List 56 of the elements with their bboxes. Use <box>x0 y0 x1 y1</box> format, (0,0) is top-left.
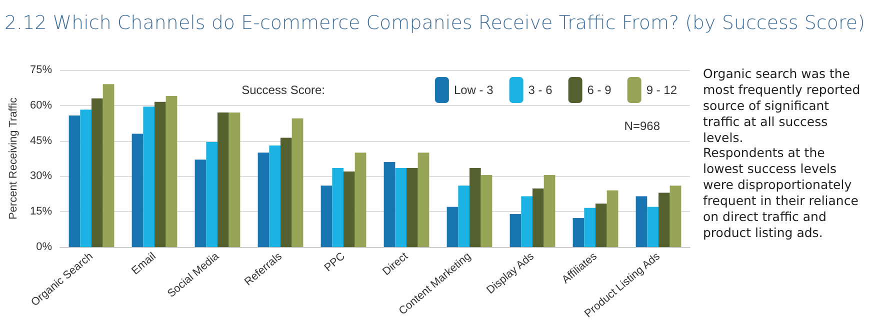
bar <box>344 171 355 247</box>
bar <box>206 142 218 247</box>
y-tick-label: 0% <box>36 241 52 253</box>
bar <box>596 204 607 247</box>
text: Organic search was the most frequently reported source of significant traffic at all success levels. <box>703 66 862 146</box>
bar <box>658 192 670 247</box>
bar <box>606 190 618 247</box>
bar <box>228 112 240 247</box>
bar <box>68 116 80 247</box>
bar <box>670 186 682 247</box>
bar <box>218 112 229 247</box>
bar <box>194 160 206 247</box>
bar <box>395 168 406 247</box>
legend-label: Low - 3 <box>454 83 494 97</box>
y-tick-label: 30% <box>30 170 52 182</box>
bar <box>132 134 144 247</box>
bar <box>269 146 280 247</box>
bar <box>470 168 481 247</box>
bar <box>154 102 166 247</box>
bar <box>584 208 596 247</box>
bar <box>446 206 458 247</box>
bar <box>647 206 658 247</box>
y-axis-title: Percent Receiving Traffic <box>8 96 20 220</box>
bar <box>320 186 332 247</box>
y-tick-label: 60% <box>30 99 52 112</box>
bar <box>636 196 648 247</box>
legend-label: 6 - 9 <box>587 83 612 97</box>
bar <box>384 162 396 247</box>
bar <box>102 84 114 247</box>
bar <box>166 96 178 247</box>
bar <box>572 218 584 247</box>
annotation: N=968 <box>624 119 660 133</box>
bar <box>143 106 154 247</box>
legend-title: Success Score: <box>242 83 326 97</box>
bar <box>521 196 532 247</box>
bar <box>458 186 470 247</box>
bar <box>258 152 270 247</box>
bar <box>480 175 492 247</box>
bar <box>332 168 344 247</box>
bar <box>354 152 366 247</box>
bar <box>532 188 544 247</box>
bar <box>418 152 430 247</box>
bar <box>80 110 92 247</box>
legend-label: 9 - 12 <box>646 83 678 97</box>
bar <box>292 118 304 247</box>
bar <box>510 214 522 247</box>
bar <box>92 98 103 247</box>
y-tick-label: 45% <box>30 134 52 147</box>
y-tick-label: 15% <box>30 206 52 218</box>
y-tick-label: 75% <box>30 64 52 76</box>
bar <box>544 175 556 247</box>
bar <box>406 168 418 247</box>
text: Respondents at the lowest success levels were disproportionately frequent in their reliance on direct traffic and product listing ads. <box>703 145 860 241</box>
legend-label: 3 - 6 <box>528 83 553 97</box>
chart-title: 2.12 Which Channels do E-commerce Companies Receive Traffic From? (by Success Score) <box>3 12 865 34</box>
bar <box>280 138 292 247</box>
